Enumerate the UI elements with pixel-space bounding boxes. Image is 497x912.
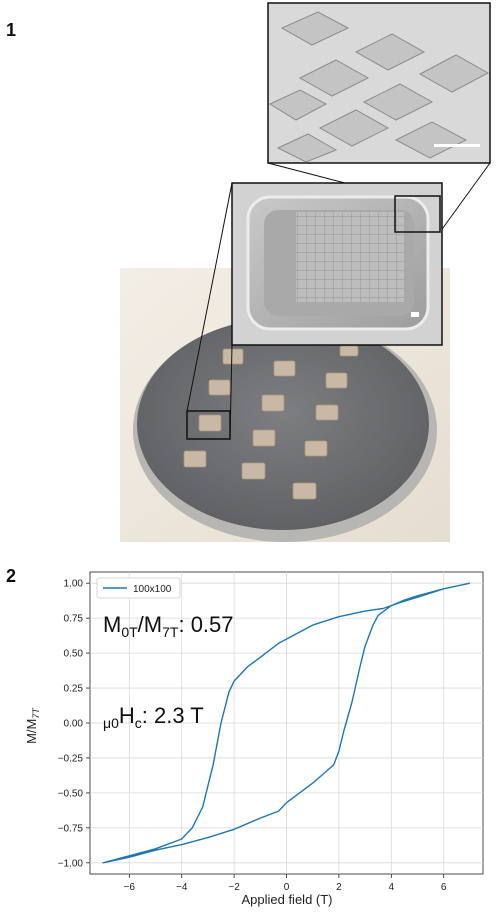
panel-label-2: 2 bbox=[6, 566, 17, 586]
panel-label-1: 1 bbox=[6, 20, 17, 40]
y-ticks: −1.00 −0.75 −0.50 −0.25 0.00 0.25 0.50 0.75 1.00 bbox=[58, 579, 90, 869]
y-tick-label: 0.25 bbox=[64, 684, 84, 695]
legend-label: 100x100 bbox=[133, 584, 172, 595]
y-tick-label: 0.00 bbox=[64, 719, 84, 730]
x-axis-label: Applied field (T) bbox=[241, 892, 332, 907]
y-tick-label: −0.75 bbox=[58, 823, 84, 834]
x-tick-label: 4 bbox=[389, 882, 395, 893]
x-tick-label: 6 bbox=[441, 882, 447, 893]
y-tick-label: −1.00 bbox=[58, 858, 84, 869]
annotation-coercive-field: μ0Hc: 2.3 T bbox=[103, 703, 204, 731]
y-tick-label: 1.00 bbox=[64, 579, 84, 590]
annotation-remanence-ratio: M0T/M7T: 0.57 bbox=[103, 612, 234, 640]
y-axis-label: M/M7T bbox=[24, 707, 41, 744]
hysteresis-chart: −6 −4 −2 0 2 4 6 −1.00 −0.75 −0.50 −0.25 0.00 0.25 0… bbox=[24, 571, 484, 907]
grid-lines bbox=[90, 572, 483, 874]
series-layer bbox=[102, 582, 471, 864]
y-tick-label: 0.75 bbox=[64, 614, 84, 625]
y-tick-label: 0.50 bbox=[64, 649, 84, 660]
series-line bbox=[102, 582, 471, 864]
wafer-photo-figure bbox=[120, 2, 491, 542]
y-tick-label: −0.25 bbox=[58, 753, 84, 764]
sem-inset-array bbox=[231, 182, 443, 346]
legend: 100x100 bbox=[96, 577, 181, 599]
x-tick-label: 0 bbox=[284, 882, 290, 893]
sem-inset-pillars bbox=[267, 2, 491, 164]
y-tick-label: −0.50 bbox=[58, 788, 84, 799]
photograph-wafer bbox=[120, 268, 450, 542]
x-tick-label: −2 bbox=[228, 882, 240, 893]
x-tick-label: −6 bbox=[124, 882, 136, 893]
x-ticks: −6 −4 −2 0 2 4 6 bbox=[124, 874, 447, 893]
x-tick-label: 2 bbox=[336, 882, 342, 893]
x-tick-label: −4 bbox=[176, 882, 188, 893]
